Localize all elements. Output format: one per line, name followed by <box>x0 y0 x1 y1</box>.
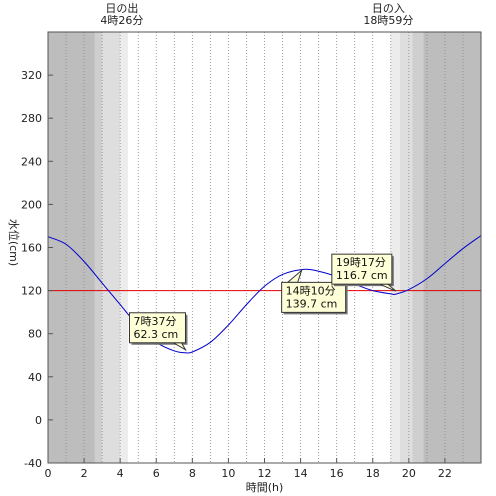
y-tick-label: 80 <box>28 328 42 341</box>
x-tick-label: 0 <box>45 467 52 480</box>
shade-band-2 <box>102 32 121 463</box>
shade-band-5 <box>399 32 413 463</box>
annotation-box <box>331 253 393 285</box>
shade-band-0 <box>48 32 95 463</box>
sunset-time: 18時59分 <box>363 14 413 27</box>
y-tick-label: 240 <box>21 155 42 168</box>
y-axis-label: 水位(cm) <box>7 219 21 266</box>
y-tick-label: 40 <box>28 371 42 384</box>
twilight-shading <box>48 32 481 463</box>
x-tick-label: 12 <box>258 467 272 480</box>
x-tick-label: 10 <box>221 467 235 480</box>
shade-band-7 <box>423 32 481 463</box>
y-tick-label: -40 <box>24 457 42 470</box>
x-tick-label: 6 <box>153 467 160 480</box>
x-tick-label: 14 <box>294 467 308 480</box>
x-tick-label: 8 <box>189 467 196 480</box>
shade-band-3 <box>120 32 128 463</box>
x-tick-label: 22 <box>438 467 452 480</box>
annotation-box <box>281 281 347 313</box>
sunrise-time: 4時26分 <box>100 14 143 27</box>
y-axis-ticks: -40 0 40 80 120 160 200 240 280 320 <box>21 69 53 470</box>
x-axis-label: 時間(h) <box>246 481 284 494</box>
shade-band-6 <box>412 32 424 463</box>
annotation-time: 7時37分 <box>133 315 176 328</box>
annotation-time: 19時17分 <box>336 256 386 269</box>
shade-band-1 <box>94 32 103 463</box>
shade-band-4 <box>390 32 400 463</box>
y-tick-label: 320 <box>21 69 42 82</box>
annotation-value: 62.3 cm <box>133 328 178 341</box>
tide-curve <box>47 235 482 354</box>
x-tick-label: 16 <box>330 467 344 480</box>
x-tick-label: 2 <box>81 467 88 480</box>
y-tick-label: 200 <box>21 198 42 211</box>
annotation-value: 116.7 cm <box>336 269 388 282</box>
x-tick-label: 18 <box>366 467 380 480</box>
annotation-time: 14時10分 <box>286 284 336 297</box>
y-tick-label: 120 <box>21 285 42 298</box>
sunset-title: 日の入 <box>372 2 405 15</box>
x-tick-label: 20 <box>402 467 416 480</box>
annotation-value: 139.7 cm <box>286 297 338 310</box>
y-tick-label: 0 <box>35 414 42 427</box>
x-axis-ticks: 0 2 4 6 8 10 12 14 16 18 20 22 <box>45 458 452 480</box>
y-tick-label: 280 <box>21 112 42 125</box>
x-tick-label: 4 <box>117 467 124 480</box>
y-tick-label: 160 <box>21 242 42 255</box>
sunrise-title: 日の出 <box>105 1 138 15</box>
annotation-box <box>128 312 186 344</box>
